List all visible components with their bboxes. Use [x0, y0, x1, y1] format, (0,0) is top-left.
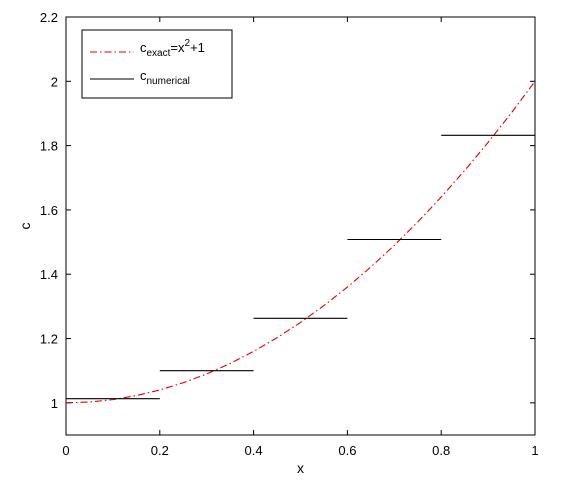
y-tick-label: 2.2 [40, 10, 58, 25]
x-tick-label: 0.2 [151, 443, 169, 458]
legend-numerical-base: c [140, 68, 147, 83]
y-tick-label: 1.8 [40, 139, 58, 154]
y-tick-label: 1 [51, 396, 58, 411]
legend-exact-base: c [140, 40, 147, 55]
x-tick-label: 0.4 [245, 443, 263, 458]
legend-exact-sup: 2 [185, 38, 191, 49]
x-tick-label: 0.8 [432, 443, 450, 458]
y-tick-label: 1.2 [40, 332, 58, 347]
y-tick-label: 1.4 [40, 267, 58, 282]
y-axis-label: c [17, 223, 33, 230]
x-axis-label: x [297, 460, 304, 476]
exact-curve [65, 80, 536, 404]
axis-tick-labels: 0 0.2 0.4 0.6 0.8 1 1 1.2 1.4 1.6 1.8 2 2.2 [40, 10, 539, 458]
x-tick-label: 0.6 [338, 443, 356, 458]
legend: cexact=x2+1 cnumerical [81, 29, 233, 99]
legend-exact-rest: =x [170, 40, 185, 55]
legend-numerical-sub: numerical [147, 76, 190, 87]
x-tick-label: 1 [531, 443, 538, 458]
legend-exact-sub: exact [147, 48, 171, 59]
y-tick-label: 1.6 [40, 203, 58, 218]
y-tick-label: 2 [51, 74, 58, 89]
x-tick-label: 0 [62, 443, 69, 458]
legend-label-numerical: cnumerical [140, 68, 190, 87]
legend-box [81, 29, 233, 99]
series-layer [65, 80, 536, 404]
axis-ticks [65, 16, 536, 435]
legend-label-exact: cexact=x2+1 [140, 38, 205, 59]
legend-exact-rest-post: +1 [190, 40, 205, 55]
